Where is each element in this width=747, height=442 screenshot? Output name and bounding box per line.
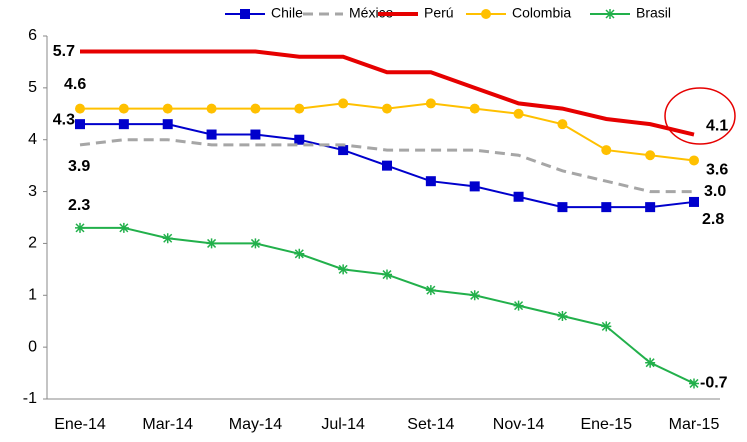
- legend-label: Colombia: [512, 5, 571, 21]
- legend-marker: [605, 9, 615, 19]
- data-point: [162, 103, 173, 114]
- data-point: [601, 145, 612, 156]
- data-point: [382, 160, 392, 171]
- data-point: [425, 98, 436, 109]
- x-tick-label: Ene-15: [580, 416, 632, 433]
- data-point: [382, 269, 392, 280]
- data-point: [557, 202, 568, 213]
- data-point: [206, 103, 217, 114]
- data-point: [162, 233, 173, 244]
- y-tick-label: 6: [28, 27, 37, 44]
- y-tick-label: 2: [28, 235, 37, 252]
- data-point: [294, 134, 305, 145]
- data-point: [118, 222, 129, 233]
- data-point: [601, 202, 612, 213]
- legend-label: Perú: [424, 5, 454, 21]
- x-tick-label: Mar-14: [142, 416, 193, 433]
- data-point: [469, 181, 480, 192]
- data-point: [75, 103, 85, 114]
- x-tick-label: Mar-15: [669, 416, 720, 433]
- data-point: [689, 155, 699, 166]
- x-tick-label: Set-14: [407, 416, 454, 433]
- value-label: 4.6: [64, 76, 86, 93]
- data-point: [513, 191, 524, 202]
- data-point: [338, 264, 349, 275]
- y-tick-label: 5: [28, 79, 37, 96]
- value-label: 5.7: [53, 43, 75, 60]
- data-point: [689, 196, 699, 207]
- data-point: [601, 321, 612, 332]
- data-point: [425, 176, 436, 187]
- data-point: [645, 357, 656, 368]
- data-point: [689, 378, 699, 389]
- data-point: [645, 202, 656, 213]
- value-label: 2.3: [68, 197, 90, 214]
- data-point: [338, 145, 349, 156]
- data-point: [162, 119, 173, 130]
- highlight-circle: [664, 87, 736, 145]
- value-label: 3.0: [704, 183, 726, 200]
- x-tick-label: Jul-14: [321, 416, 365, 433]
- data-point: [250, 238, 261, 249]
- series-line: [80, 226, 695, 385]
- value-label: 3.6: [706, 162, 728, 179]
- x-tick-label: Nov-14: [493, 416, 545, 433]
- data-point: [469, 290, 480, 301]
- data-point: [294, 248, 305, 259]
- y-tick-label: 1: [28, 287, 37, 304]
- value-label: 2.8: [702, 211, 724, 228]
- y-tick-label: 3: [28, 183, 37, 200]
- data-point: [557, 311, 568, 322]
- value-label: 4.1: [706, 118, 728, 135]
- data-point: [294, 103, 305, 114]
- data-point: [206, 238, 217, 249]
- data-point: [469, 103, 480, 114]
- data-point: [118, 119, 129, 130]
- data-point: [250, 129, 261, 140]
- data-point: [338, 98, 349, 109]
- legend-label: Brasil: [636, 5, 671, 21]
- data-point: [382, 103, 392, 114]
- data-point: [75, 119, 85, 130]
- data-point: [557, 119, 568, 130]
- legend-label: Chile: [271, 5, 303, 21]
- data-point: [206, 129, 217, 140]
- y-tick-label: -1: [23, 390, 37, 407]
- data-point: [425, 285, 436, 296]
- data-point: [75, 222, 85, 233]
- data-point: [250, 103, 261, 114]
- x-tick-label: May-14: [229, 416, 282, 433]
- value-label: 4.3: [53, 111, 75, 128]
- series-line: [80, 49, 695, 137]
- data-point: [645, 150, 656, 161]
- y-tick-label: 4: [28, 131, 37, 148]
- x-tick-label: Ene-14: [54, 416, 106, 433]
- value-label: 3.9: [68, 158, 90, 175]
- data-point: [118, 103, 129, 114]
- legend-label: México: [349, 5, 394, 21]
- legend-marker: [481, 9, 491, 19]
- data-point: [513, 108, 524, 119]
- y-tick-label: 0: [28, 338, 37, 355]
- legend-marker: [240, 9, 250, 19]
- series-line: [79, 138, 694, 194]
- value-label: -0.7: [700, 375, 728, 392]
- data-point: [513, 300, 524, 311]
